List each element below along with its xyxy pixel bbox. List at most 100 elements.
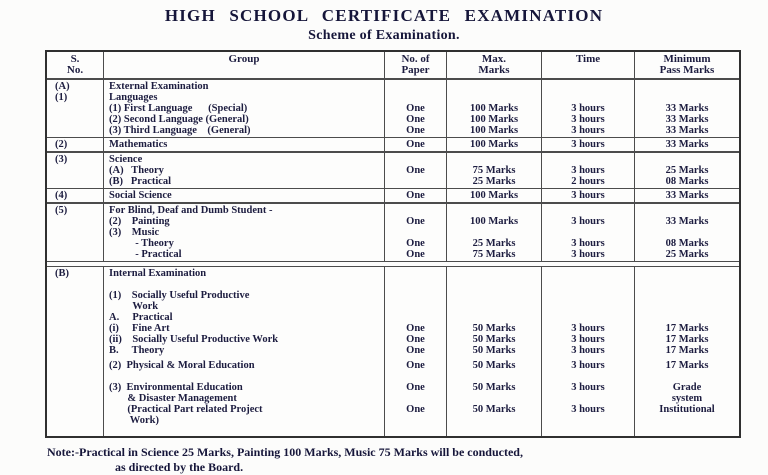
cell-line: 3 hours (571, 124, 605, 136)
cell-line (447, 301, 541, 312)
cell-line: (1) Socially Useful Productive (109, 289, 250, 301)
time-cell: 3 hours (542, 189, 635, 202)
row-separator (47, 136, 739, 138)
row-separator (47, 187, 739, 189)
cell-line (47, 345, 103, 356)
cell-line (47, 404, 103, 415)
cell-line: (4) (55, 190, 68, 201)
cell-line (447, 371, 541, 382)
cell-line: 3 hours (571, 102, 605, 114)
cell-line: 3 hours (571, 381, 605, 393)
cell-line: (2) Physical & Moral Education (109, 359, 255, 371)
cell-line: 3 hours (571, 237, 605, 249)
cell-line (542, 301, 634, 312)
sno-cell: (A) (1) (47, 79, 104, 137)
column-header: S. No. (47, 52, 104, 78)
cell-line: 3 hours (571, 248, 605, 260)
cell-line: 3 hours (571, 322, 605, 334)
cell-line (635, 371, 739, 382)
cell-line: B. Theory (109, 344, 165, 356)
pass-cell: 33 Marks 33 Marks 33 Marks (635, 80, 739, 137)
cell-line (542, 371, 634, 382)
cell-line: Mathematics (109, 139, 168, 150)
cell-line (385, 415, 446, 426)
cell-line: One (406, 215, 425, 227)
cell-line: 25 Marks (665, 164, 709, 176)
cell-line (542, 205, 634, 216)
cell-line: 33 Marks (665, 113, 709, 125)
cell-line: 50 Marks (472, 359, 516, 371)
cell-line: 50 Marks (472, 381, 516, 393)
cell-line (385, 371, 446, 382)
cell-line: (A) Theory (109, 164, 164, 176)
cell-line (635, 312, 739, 323)
table-row-group: (4) Social Science One 100 Marks 3 hours 33 M… (47, 189, 739, 202)
cell-line (635, 227, 739, 238)
cell-line: 33 Marks (665, 124, 709, 136)
cell-line: For Blind, Deaf and Dumb Student - (109, 204, 273, 216)
cell-line (47, 393, 103, 404)
cell-line (385, 312, 446, 323)
cell-line (447, 279, 541, 290)
cell-line (635, 415, 739, 426)
cell-line: 25 Marks (665, 248, 709, 260)
cell-line: (2) Second Language (General) (109, 113, 249, 125)
cell-line (47, 114, 103, 125)
page-title: HIGH SCHOOL CERTIFICATE EXAMINATION (164, 6, 604, 25)
cell-line: One (406, 124, 425, 136)
cell-line (104, 371, 384, 382)
header-label: Max. (481, 53, 507, 65)
cell-line: (B) (55, 267, 69, 279)
cell-line: Institutional (659, 403, 715, 415)
group-cell: Mathematics (104, 138, 385, 151)
cell-line (47, 312, 103, 323)
cell-line (447, 415, 541, 426)
cell-line (542, 290, 634, 301)
cell-line: 100 Marks (469, 102, 519, 114)
pass-cell: 33 Marks (635, 189, 739, 202)
cell-line: 33 Marks (665, 139, 709, 150)
header-label: Paper (401, 64, 430, 76)
cell-line: One (406, 248, 425, 260)
cell-line (385, 279, 446, 290)
paper-cell: One One One (385, 79, 447, 137)
cell-line (447, 312, 541, 323)
cell-line (385, 393, 446, 404)
cell-line (47, 323, 103, 334)
cell-line (47, 227, 103, 238)
marks-cell: 100 Marks 25 Marks 75 Marks (447, 203, 542, 261)
cell-line: 3 hours (571, 215, 605, 227)
cell-line (447, 227, 541, 238)
cell-line: (5) (55, 204, 68, 216)
cell-line: 17 Marks (665, 344, 709, 356)
cell-line (385, 268, 446, 279)
cell-line: (3) Third Language (General) (109, 124, 251, 136)
cell-line: External Examination (109, 80, 209, 92)
cell-line (385, 81, 446, 92)
pass-cell: 33 Marks (635, 138, 739, 151)
cell-line: 100 Marks (469, 190, 519, 201)
cell-line: One (406, 322, 425, 334)
time-cell: 3 hours 3 hours 3 hours 3 hours 3 hours 3 hou… (542, 266, 635, 436)
row-separator (47, 78, 739, 80)
cell-line (542, 279, 634, 290)
cell-line (447, 393, 541, 404)
cell-line: 75 Marks (472, 248, 516, 260)
column-header: Group (104, 52, 385, 78)
cell-line (542, 268, 634, 279)
group-cell: Social Science (104, 189, 385, 202)
table-row-group: (5) For Blind, Deaf and Dumb Student - (2)… (47, 203, 739, 261)
cell-line: (1) First Language (Special) (109, 102, 248, 114)
cell-line (635, 92, 739, 103)
group-cell: For Blind, Deaf and Dumb Student - (2) Pa… (104, 203, 385, 261)
cell-line: 50 Marks (472, 333, 516, 345)
row-separator (47, 260, 739, 267)
cell-line: 3 hours (571, 403, 605, 415)
cell-line: (ii) Socially Useful Productive Work (109, 333, 279, 345)
cell-line (635, 290, 739, 301)
cell-line (635, 81, 739, 92)
cell-line (104, 279, 384, 290)
cell-line (385, 227, 446, 238)
cell-line (47, 249, 103, 260)
cell-line: 33 Marks (665, 215, 709, 227)
